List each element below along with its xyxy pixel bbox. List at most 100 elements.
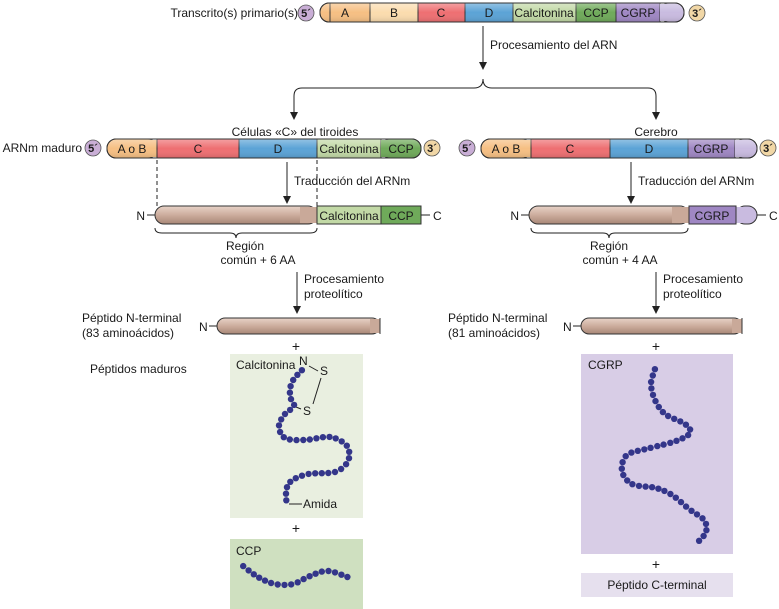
calcitonin-panel-label: Calcitonina bbox=[236, 358, 296, 372]
right-protein-n-terminus: N bbox=[510, 209, 519, 223]
right-proteolysis-line2: proteolítico bbox=[663, 287, 722, 301]
right-region-line2: común + 4 AA bbox=[582, 253, 657, 267]
svg-text:5´: 5´ bbox=[88, 143, 98, 155]
cgrp-bead bbox=[652, 397, 659, 405]
svg-text:B: B bbox=[390, 6, 398, 20]
left-precursor-protein: Calcitonina CCP bbox=[154, 205, 422, 225]
svg-text:CCP: CCP bbox=[388, 209, 413, 223]
calcitonin-bead bbox=[313, 435, 320, 442]
cgrp-bead bbox=[618, 465, 625, 472]
svg-text:3´: 3´ bbox=[692, 8, 702, 20]
cgrp-panel bbox=[581, 354, 733, 554]
amide-label: Amida bbox=[303, 497, 337, 511]
cgrp-bead bbox=[647, 444, 654, 451]
disulfide-s2: S bbox=[303, 404, 311, 418]
ccp-bead-chain bbox=[240, 562, 351, 589]
cgrp-bead bbox=[659, 408, 667, 416]
cgrp-bead bbox=[682, 503, 690, 510]
cgrp-bead bbox=[684, 431, 692, 439]
right-n-terminal-peptide bbox=[580, 317, 743, 335]
svg-text:CGRP: CGRP bbox=[694, 142, 729, 156]
transcript-five-prime-cap: 5´ bbox=[297, 4, 315, 22]
calcitonin-bead bbox=[280, 434, 287, 441]
cgrp-bead bbox=[619, 459, 626, 466]
right-plus-2: + bbox=[652, 556, 660, 572]
calcitonin-bead bbox=[346, 448, 353, 455]
svg-text:D: D bbox=[645, 142, 654, 156]
svg-text:CGRP: CGRP bbox=[621, 6, 656, 20]
cgrp-bead bbox=[628, 449, 635, 456]
cgrp-bead bbox=[664, 412, 672, 420]
svg-text:Calcitonina: Calcitonina bbox=[319, 209, 379, 223]
ccp-bead bbox=[245, 567, 252, 574]
brain-title: Cerebro bbox=[634, 125, 678, 139]
calcitonin-bead bbox=[283, 497, 290, 504]
ccp-bead bbox=[325, 567, 332, 575]
left-region-line1: Región bbox=[226, 239, 264, 253]
cgrp-bead-chain bbox=[618, 366, 710, 544]
ccp-bead bbox=[294, 579, 301, 586]
primary-transcript-bar: A B C D Calcitonina CCP CGRP bbox=[319, 2, 685, 23]
calcitonin-bead bbox=[287, 383, 294, 390]
svg-text:Calcitonina: Calcitonina bbox=[514, 6, 574, 20]
calcitonin-bead bbox=[281, 410, 289, 418]
svg-text:3´: 3´ bbox=[763, 143, 773, 155]
calcitonin-bead bbox=[290, 401, 298, 409]
cgrp-bead bbox=[673, 437, 680, 444]
cgrp-bead bbox=[667, 439, 674, 446]
cgrp-bead bbox=[667, 490, 674, 498]
cgrp-bead bbox=[686, 426, 694, 433]
cgrp-bead bbox=[693, 511, 701, 518]
calcitonin-bead bbox=[298, 367, 306, 374]
svg-text:A o B: A o B bbox=[118, 142, 147, 156]
right-n-peptide-n-terminus: N bbox=[563, 320, 572, 334]
calcitonin-bead bbox=[287, 478, 294, 485]
cgrp-bead bbox=[651, 366, 659, 373]
cgrp-bead bbox=[642, 483, 649, 490]
ccp-bead bbox=[312, 570, 319, 577]
cgrp-bead bbox=[677, 498, 685, 506]
svg-text:CGRP: CGRP bbox=[695, 209, 730, 223]
left-plus-2: + bbox=[292, 520, 300, 536]
right-proteolysis-line1: Procesamiento bbox=[663, 272, 743, 286]
svg-text:CCP: CCP bbox=[583, 6, 608, 20]
ccp-bead bbox=[306, 573, 313, 580]
calcitonin-n-terminus: N bbox=[299, 354, 308, 368]
right-five-prime-cap: 5´ bbox=[458, 139, 476, 157]
left-translation-label: Traducción del ARNm bbox=[294, 174, 410, 188]
cgrp-bead bbox=[624, 477, 631, 484]
ccp-bead bbox=[256, 574, 263, 581]
cgrp-bead bbox=[679, 435, 686, 442]
ccp-bead bbox=[267, 579, 275, 587]
svg-text:D: D bbox=[274, 142, 283, 156]
mature-peptides-label: Péptidos maduros bbox=[90, 362, 187, 376]
cgrp-bead bbox=[702, 520, 710, 528]
cgrp-bead bbox=[672, 494, 679, 501]
right-region-line1: Región bbox=[590, 239, 628, 253]
cgrp-bead bbox=[671, 415, 678, 422]
calcitonin-bead bbox=[276, 428, 284, 436]
right-n-peptide-line2: (81 aminoácidos) bbox=[448, 326, 540, 340]
svg-text:CCP: CCP bbox=[388, 142, 413, 156]
left-plus-1: + bbox=[292, 338, 300, 354]
cgrp-bead bbox=[699, 515, 706, 522]
calcitonin-bead bbox=[331, 468, 339, 476]
svg-text:C: C bbox=[437, 6, 446, 20]
ccp-bead bbox=[344, 573, 351, 581]
calcitonin-bead bbox=[332, 435, 339, 442]
c-terminal-peptide-label: Péptido C-terminal bbox=[607, 578, 706, 592]
cgrp-bead bbox=[677, 418, 684, 425]
cgrp-bead bbox=[629, 481, 636, 488]
cgrp-bead bbox=[655, 485, 662, 492]
c-terminal-peptide-box bbox=[581, 573, 733, 597]
calcitonin-bead bbox=[294, 371, 301, 378]
left-five-prime-cap: 5´ bbox=[84, 139, 102, 157]
calcitonin-bead bbox=[342, 461, 350, 468]
left-mature-mrna-bar: A o B C D Calcitonina CCP bbox=[106, 138, 422, 159]
ccp-bead bbox=[300, 575, 307, 583]
right-translation-label: Traducción del ARNm bbox=[638, 174, 754, 188]
cgrp-bead bbox=[661, 487, 668, 495]
calcitonin-bead bbox=[343, 442, 350, 449]
cgrp-bead bbox=[695, 537, 703, 544]
cgrp-bead bbox=[688, 507, 695, 514]
